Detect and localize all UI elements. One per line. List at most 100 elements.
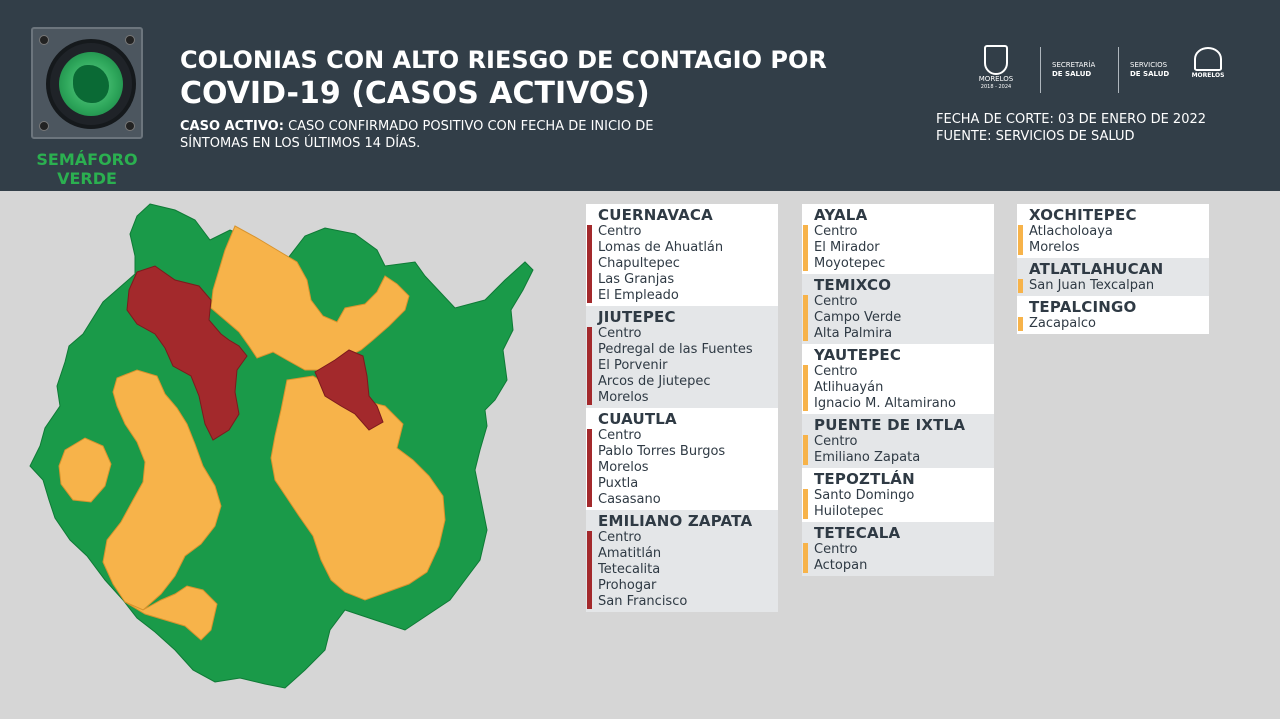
list-item: Morelos <box>1029 240 1080 255</box>
secretaria-salud-logo: SECRETARÍA DE SALUD <box>1052 61 1095 79</box>
municipality-jiutepec: JIUTEPEC Centro Pedregal de las Fuentes … <box>586 306 778 408</box>
municipality-atlatlahucan: ATLATLAHUCAN San Juan Texcalpan <box>1017 258 1209 296</box>
colonias-list: Centro Pablo Torres Burgos Morelos Puxtl… <box>586 428 778 510</box>
list-item: Centro <box>814 224 858 239</box>
municipality-tetecala: TETECALA Centro Actopan <box>802 522 994 576</box>
map-region-orange-southwest <box>58 437 112 503</box>
logo-morelos-years: 2018 - 2024 <box>980 84 1012 90</box>
list-item: Pablo Torres Burgos <box>598 444 726 459</box>
colonias-list: Centro Pedregal de las Fuentes El Porven… <box>586 326 778 408</box>
logo-divider <box>1118 47 1119 93</box>
list-item: El Empleado <box>598 288 679 303</box>
list-item: Arcos de Jiutepec <box>598 374 711 389</box>
morelos-government-logo: MORELOS 2018 - 2024 <box>972 45 1020 95</box>
colonias-list: Centro Campo Verde Alta Palmira <box>802 294 994 344</box>
cut-date: FECHA DE CORTE: 03 DE ENERO DE 2022 <box>936 112 1207 127</box>
shield-icon <box>984 45 1008 75</box>
colonias-list: Centro Atlihuayán Ignacio M. Altamirano <box>802 364 994 414</box>
municipality-tepalcingo: TEPALCINGO Zacapalco <box>1017 296 1209 334</box>
column-1: CUERNAVACA Centro Lomas de Ahuatlán Chap… <box>586 204 778 612</box>
list-item: Amatitlán <box>598 546 662 561</box>
municipality-temixco: TEMIXCO Centro Campo Verde Alta Palmira <box>802 274 994 344</box>
semaforo-label-line1: SEMÁFORO <box>36 150 138 169</box>
colonias-list: Centro Amatitlán Tetecalita Prohogar San… <box>586 530 778 612</box>
municipality-cuernavaca: CUERNAVACA Centro Lomas de Ahuatlán Chap… <box>586 204 778 306</box>
list-item: Alta Palmira <box>814 326 893 341</box>
list-item: Pedregal de las Fuentes <box>598 342 753 357</box>
page-title: COLONIAS CON ALTO RIESGO DE CONTAGIO POR… <box>180 44 827 110</box>
list-item: Puxtla <box>598 476 639 491</box>
semaforo-label: SEMÁFORO VERDE <box>18 150 156 188</box>
list-item: Centro <box>598 224 642 239</box>
list-item: Centro <box>598 530 642 545</box>
screw-icon <box>39 121 49 131</box>
municipality-name: YAUTEPEC <box>814 346 902 364</box>
morelos-risk-map <box>29 203 534 689</box>
municipality-name: CUERNAVACA <box>598 206 713 224</box>
list-item: El Porvenir <box>598 358 668 373</box>
title-line-2: COVID-19 (CASOS ACTIVOS) <box>180 76 650 111</box>
definition-text: CASO CONFIRMADO POSITIVO CON FECHA DE IN… <box>180 119 654 151</box>
colonias-list: Santo Domingo Huilotepec <box>802 488 994 522</box>
logo-morelos-2: MORELOS <box>1191 72 1225 79</box>
list-item: Chapultepec <box>598 256 680 271</box>
municipality-name: TETECALA <box>814 524 901 542</box>
colonias-list: San Juan Texcalpan <box>1017 278 1209 296</box>
colonias-list: Centro El Mirador Moyotepec <box>802 224 994 274</box>
municipality-name: AYALA <box>814 206 868 224</box>
screw-icon <box>125 35 135 45</box>
flower-icon <box>1194 47 1222 71</box>
logos-group: MORELOS 2018 - 2024 SECRETARÍA DE SALUD … <box>972 45 1232 95</box>
map-region-red-cuernavaca <box>126 265 248 441</box>
map-region-red-east <box>314 349 384 431</box>
traffic-light-icon <box>31 27 143 139</box>
logo-servicios-line1: SERVICIOS <box>1130 61 1168 69</box>
municipality-name: EMILIANO ZAPATA <box>598 512 753 530</box>
logo-servicios-line2: DE SALUD <box>1130 70 1170 78</box>
list-item: Las Granjas <box>598 272 675 287</box>
list-item: Ignacio M. Altamirano <box>814 396 956 411</box>
colonias-list: Centro Actopan <box>802 542 994 576</box>
column-3: XOCHITEPEC Atlacholoaya Morelos ATLATLAH… <box>1017 204 1209 334</box>
list-item: Prohogar <box>598 578 657 593</box>
municipality-name: TEPALCINGO <box>1029 298 1137 316</box>
logo-secretaria-line2: DE SALUD <box>1052 70 1092 78</box>
map-region-orange-west <box>102 369 222 611</box>
servicios-salud-logo: SERVICIOS DE SALUD <box>1130 61 1169 79</box>
list-item: Morelos <box>598 390 649 405</box>
list-item: San Juan Texcalpan <box>1029 278 1155 293</box>
list-item: Morelos <box>598 460 649 475</box>
list-item: Campo Verde <box>814 310 902 325</box>
municipality-emiliano-zapata: EMILIANO ZAPATA Centro Amatitlán Tetecal… <box>586 510 778 612</box>
logo-morelos-text: MORELOS <box>978 75 1014 83</box>
list-item: Centro <box>598 428 642 443</box>
list-item: Lomas de Ahuatlán <box>598 240 724 255</box>
municipality-ayala: AYALA Centro El Mirador Moyotepec <box>802 204 994 274</box>
screw-icon <box>125 121 135 131</box>
map-region-orange-south <box>124 585 218 641</box>
title-line-1: COLONIAS CON ALTO RIESGO DE CONTAGIO POR <box>180 46 827 74</box>
logo-secretaria-line1: SECRETARÍA <box>1052 61 1096 69</box>
municipality-name: ATLATLAHUCAN <box>1029 260 1164 278</box>
list-item: Centro <box>598 326 642 341</box>
map-region-orange-east <box>270 375 446 601</box>
list-item: San Francisco <box>598 594 688 609</box>
municipality-name: TEPOZTLÁN <box>814 470 915 488</box>
list-item: Centro <box>814 294 858 309</box>
municipality-yautepec: YAUTEPEC Centro Atlihuayán Ignacio M. Al… <box>802 344 994 414</box>
semaforo-label-line2: VERDE <box>57 169 117 188</box>
traffic-light-lamp <box>46 39 136 129</box>
colonias-list: Centro Lomas de Ahuatlán Chapultepec Las… <box>586 224 778 306</box>
list-item: Casasano <box>598 492 661 507</box>
list-item: Atlihuayán <box>814 380 884 395</box>
active-case-definition: CASO ACTIVO: CASO CONFIRMADO POSITIVO CO… <box>180 118 680 152</box>
municipality-name: JIUTEPEC <box>598 308 676 326</box>
source-text: FUENTE: SERVICIOS DE SALUD <box>936 129 1135 144</box>
colonias-list: Atlacholoaya Morelos <box>1017 224 1209 258</box>
screw-icon <box>39 35 49 45</box>
state-silhouette-icon <box>73 65 109 103</box>
morelos-flower-logo: MORELOS <box>1190 47 1226 93</box>
list-item: Zacapalco <box>1029 316 1096 331</box>
municipality-name: CUAUTLA <box>598 410 677 428</box>
municipality-name: PUENTE DE IXTLA <box>814 416 966 434</box>
